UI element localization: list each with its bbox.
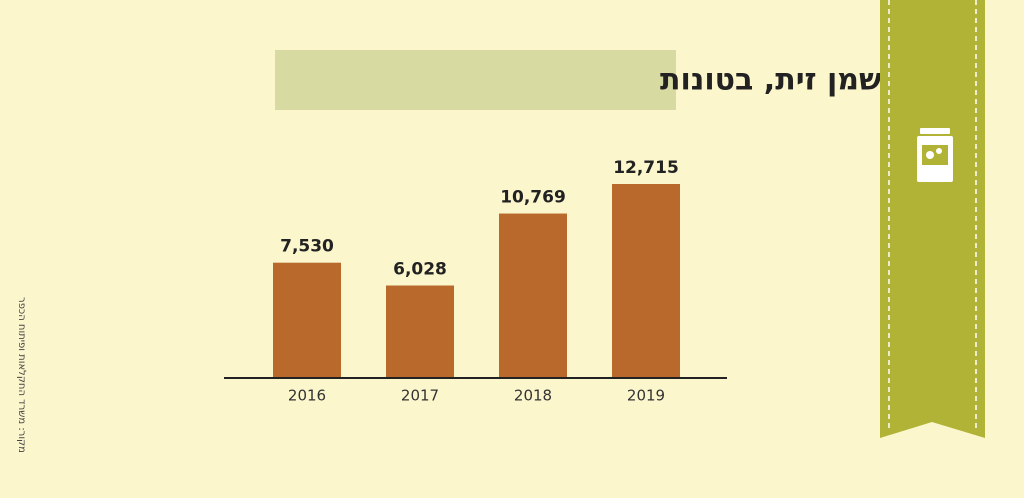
x-tick-label: 2017 [401,387,439,405]
title-box [275,50,676,110]
value-label: 6,028 [393,260,447,280]
bar [612,184,680,377]
value-label: 7,530 [280,237,334,257]
bar [499,213,567,377]
x-tick-label: 2019 [627,387,665,405]
bar [386,285,454,377]
value-label: 12,715 [613,158,679,178]
value-label: 10,769 [500,188,566,208]
x-tick-label: 2018 [514,387,552,405]
x-tick-label: 2016 [288,387,326,405]
ribbon [880,0,985,438]
bar [273,262,341,377]
source-note: מקור: משרד החקלאות ופיתוח הכפר [16,297,27,453]
